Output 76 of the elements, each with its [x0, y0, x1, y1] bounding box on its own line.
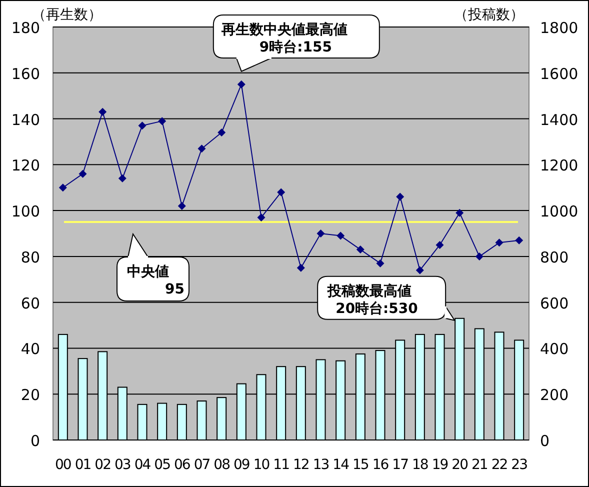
x-tick-label: 20: [452, 457, 468, 473]
point: [316, 230, 325, 238]
x-tick-label: 01: [74, 457, 91, 473]
y2-tick-label: 1600: [540, 64, 578, 83]
y2-tick-label: 1200: [540, 156, 578, 175]
y2-tick-label: 400: [540, 340, 569, 358]
y-tick-label: 100: [11, 202, 40, 221]
y2-axis-title: （投稿数）: [454, 7, 524, 23]
point: [198, 144, 206, 153]
x-tick-label: 16: [372, 457, 390, 473]
point: [277, 188, 286, 196]
x-tick-label: 18: [412, 457, 428, 473]
point: [336, 232, 345, 240]
x-tick-label: 14: [332, 457, 350, 473]
bar: [216, 397, 227, 440]
point: [178, 202, 186, 210]
x-tick-label: 00: [55, 457, 71, 473]
x-tick-label: 07: [194, 457, 210, 473]
y-tick-label: 120: [11, 156, 40, 175]
x-tick-label: 10: [253, 457, 270, 473]
y-tick-label: 140: [11, 110, 40, 129]
y-tick-label: 160: [11, 64, 40, 83]
y2-tick-label: 0: [540, 432, 550, 450]
bar: [157, 402, 168, 440]
point: [475, 252, 484, 260]
x-tick-label: 02: [94, 457, 111, 473]
bar: [176, 404, 187, 440]
x-tick-label: 09: [234, 457, 250, 473]
point: [98, 108, 107, 116]
point: [257, 213, 266, 222]
point: [237, 80, 246, 88]
y2-tick-label: 1000: [540, 202, 578, 221]
y2-tick-label: 800: [540, 248, 569, 266]
y-tick-label: 40: [20, 340, 40, 358]
point: [515, 236, 524, 244]
point: [495, 238, 504, 247]
point: [158, 117, 166, 126]
x-tick-label: 17: [392, 457, 408, 473]
y2-tick-label: 200: [540, 386, 569, 404]
point: [296, 264, 305, 272]
annotation: 投稿数最高値 20時台:530: [326, 282, 418, 317]
y-tick-label: 80: [20, 248, 40, 266]
x-tick-label: 19: [432, 457, 448, 473]
y-tick-label: 20: [20, 386, 40, 404]
y-tick-label: 0: [30, 432, 40, 450]
x-tick-label: 06: [174, 457, 191, 473]
y2-tick-label: 1800: [540, 19, 578, 37]
point: [396, 192, 404, 201]
point: [138, 122, 146, 130]
point: [78, 170, 87, 178]
x-tick-label: 04: [134, 457, 152, 473]
x-tick-label: 05: [154, 457, 170, 473]
ref-line-label: 中央値 95: [127, 264, 184, 298]
point: [456, 208, 464, 217]
x-tick-label: 22: [491, 457, 508, 473]
bar: [137, 404, 148, 440]
bar: [196, 400, 207, 440]
y2-tick-label: 600: [540, 294, 569, 312]
point: [376, 259, 384, 268]
point: [218, 128, 226, 137]
x-tick-label: 21: [472, 457, 488, 473]
x-tick-label: 03: [114, 457, 130, 473]
point: [356, 246, 364, 254]
point: [436, 240, 444, 249]
point: [58, 184, 67, 192]
x-tick-label: 12: [293, 457, 309, 473]
x-tick-label: 13: [312, 457, 329, 473]
x-tick-label: 23: [511, 457, 528, 473]
point: [118, 174, 126, 182]
x-tick-label: 08: [214, 457, 230, 473]
x-tick-label: 11: [273, 457, 290, 473]
point: [416, 266, 424, 274]
annotation: 再生数中央値最高値 9時台:155: [220, 21, 348, 56]
x-tick-label: 15: [352, 457, 368, 473]
y2-tick-label: 1400: [540, 110, 578, 129]
y-tick-label: 60: [20, 294, 40, 312]
